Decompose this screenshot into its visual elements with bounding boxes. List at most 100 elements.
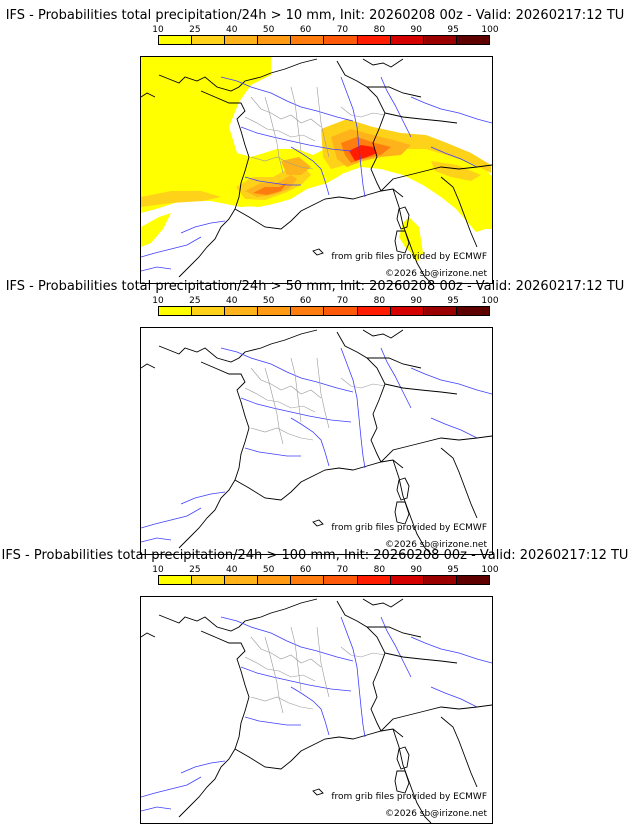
colorbar-swatch [159, 576, 193, 584]
colorbar-tick-label: 60 [299, 565, 312, 575]
colorbar-tick-label: 80 [373, 565, 386, 575]
colorbar-swatch [390, 576, 424, 584]
colorbar-swatch [390, 36, 424, 44]
colorbar [158, 35, 490, 45]
colorbar-tick-label: 90 [410, 25, 422, 35]
panel-title: IFS - Probabilities total precipitation/… [1, 548, 629, 563]
probability-map: from grib files provided by ECMWF ©2026 … [140, 596, 493, 824]
credit-text: from grib files provided by ECMWF [331, 523, 487, 533]
colorbar-tick-label: 50 [262, 25, 275, 35]
colorbar-swatch [456, 576, 489, 584]
probability-map: from grib files provided by ECMWF ©2026 … [140, 327, 493, 555]
colorbar-swatch [192, 307, 226, 315]
colorbar-swatch [225, 307, 259, 315]
colorbar-tick-label: 70 [336, 25, 349, 35]
colorbar-tick-label: 60 [299, 25, 312, 35]
colorbar-swatch [192, 36, 226, 44]
credit-text: from grib files provided by ECMWF [331, 252, 487, 262]
colorbar-tick-label: 80 [373, 25, 386, 35]
colorbar-tick-label: 40 [226, 565, 238, 575]
islands [312, 746, 410, 796]
map-svg [141, 329, 492, 554]
map-svg [141, 57, 492, 283]
colorbar-swatch [192, 576, 226, 584]
colorbar-tick-label: 95 [447, 25, 459, 35]
colorbar-swatch [324, 307, 358, 315]
colorbar-tick-label: 50 [262, 565, 275, 575]
colorbar-swatch [456, 307, 489, 315]
colorbar-swatch [423, 576, 457, 584]
colorbar-tick-label: 90 [410, 296, 422, 306]
country-borders [336, 331, 492, 463]
coastline [141, 598, 478, 823]
copyright-text: ©2026 sb@irizone.net [385, 269, 487, 279]
colorbar-tick-label: 50 [262, 296, 275, 306]
colorbar-swatch [357, 36, 391, 44]
colorbar-tick-label: 40 [226, 296, 238, 306]
colorbar-tick-label: 25 [189, 296, 201, 306]
colorbar-swatch [225, 576, 259, 584]
colorbar-tick-label: 95 [447, 565, 459, 575]
credit-text: from grib files provided by ECMWF [331, 792, 487, 802]
precip-panel-100mm: IFS - Probabilities total precipitation/… [0, 548, 630, 824]
colorbar-swatch [390, 307, 424, 315]
colorbar-tick-label: 100 [481, 25, 499, 35]
colorbar-tick-label: 70 [336, 565, 349, 575]
copyright-text: ©2026 sb@irizone.net [385, 809, 487, 819]
map-svg [141, 598, 492, 823]
colorbar-tick-label: 10 [152, 25, 164, 35]
colorbar-swatch [357, 307, 391, 315]
colorbar-swatch [291, 576, 325, 584]
colorbar-tick-label: 100 [481, 296, 499, 306]
colorbar-swatch [324, 36, 358, 44]
colorbar [158, 306, 490, 316]
panel-title: IFS - Probabilities total precipitation/… [5, 279, 625, 294]
admin-borders [244, 86, 386, 174]
country-borders [336, 600, 492, 732]
colorbar-swatch [324, 576, 358, 584]
precip-panel-50mm: IFS - Probabilities total precipitation/… [0, 279, 630, 555]
copyright-text: ©2026 sb@irizone.net [385, 540, 487, 550]
colorbar-swatch [258, 307, 292, 315]
precipitation-field [141, 57, 492, 263]
colorbar-tick-label: 95 [447, 296, 459, 306]
colorbar-tick-label: 100 [481, 565, 499, 575]
probability-map: from grib files provided by ECMWF ©2026 … [140, 56, 493, 284]
coastline [141, 58, 478, 283]
rivers [141, 616, 492, 812]
colorbar-tick-label: 60 [299, 296, 312, 306]
colorbar-ticks: 10 25 40 50 60 70 80 90 95 100 [152, 296, 498, 306]
colorbar-swatch [225, 36, 259, 44]
colorbar-tick-label: 10 [152, 565, 164, 575]
coastline [141, 329, 478, 554]
colorbar-swatch [423, 36, 457, 44]
colorbar-tick-label: 40 [226, 25, 238, 35]
country-borders [336, 60, 492, 192]
rivers [141, 347, 492, 543]
rivers [141, 76, 492, 272]
colorbar-swatch [159, 307, 193, 315]
colorbar-tick-label: 10 [152, 296, 164, 306]
precip-panel-10mm: IFS - Probabilities total precipitation/… [0, 8, 630, 284]
colorbar [158, 575, 490, 585]
admin-borders [244, 626, 386, 714]
colorbar-tick-label: 90 [410, 565, 422, 575]
colorbar-ticks: 10 25 40 50 60 70 80 90 95 100 [152, 25, 498, 35]
colorbar-ticks: 10 25 40 50 60 70 80 90 95 100 [152, 565, 498, 575]
islands [312, 206, 410, 256]
colorbar-tick-label: 25 [189, 565, 201, 575]
colorbar-swatch [291, 307, 325, 315]
colorbar-swatch [291, 36, 325, 44]
admin-borders [244, 357, 386, 445]
colorbar-tick-label: 80 [373, 296, 386, 306]
colorbar-swatch [258, 36, 292, 44]
colorbar-swatch [258, 576, 292, 584]
colorbar-swatch [159, 36, 193, 44]
colorbar-swatch [423, 307, 457, 315]
colorbar-swatch [357, 576, 391, 584]
colorbar-swatch [456, 36, 489, 44]
islands [312, 477, 410, 527]
colorbar-tick-label: 70 [336, 296, 349, 306]
panel-title: IFS - Probabilities total precipitation/… [5, 8, 625, 23]
colorbar-tick-label: 25 [189, 25, 201, 35]
